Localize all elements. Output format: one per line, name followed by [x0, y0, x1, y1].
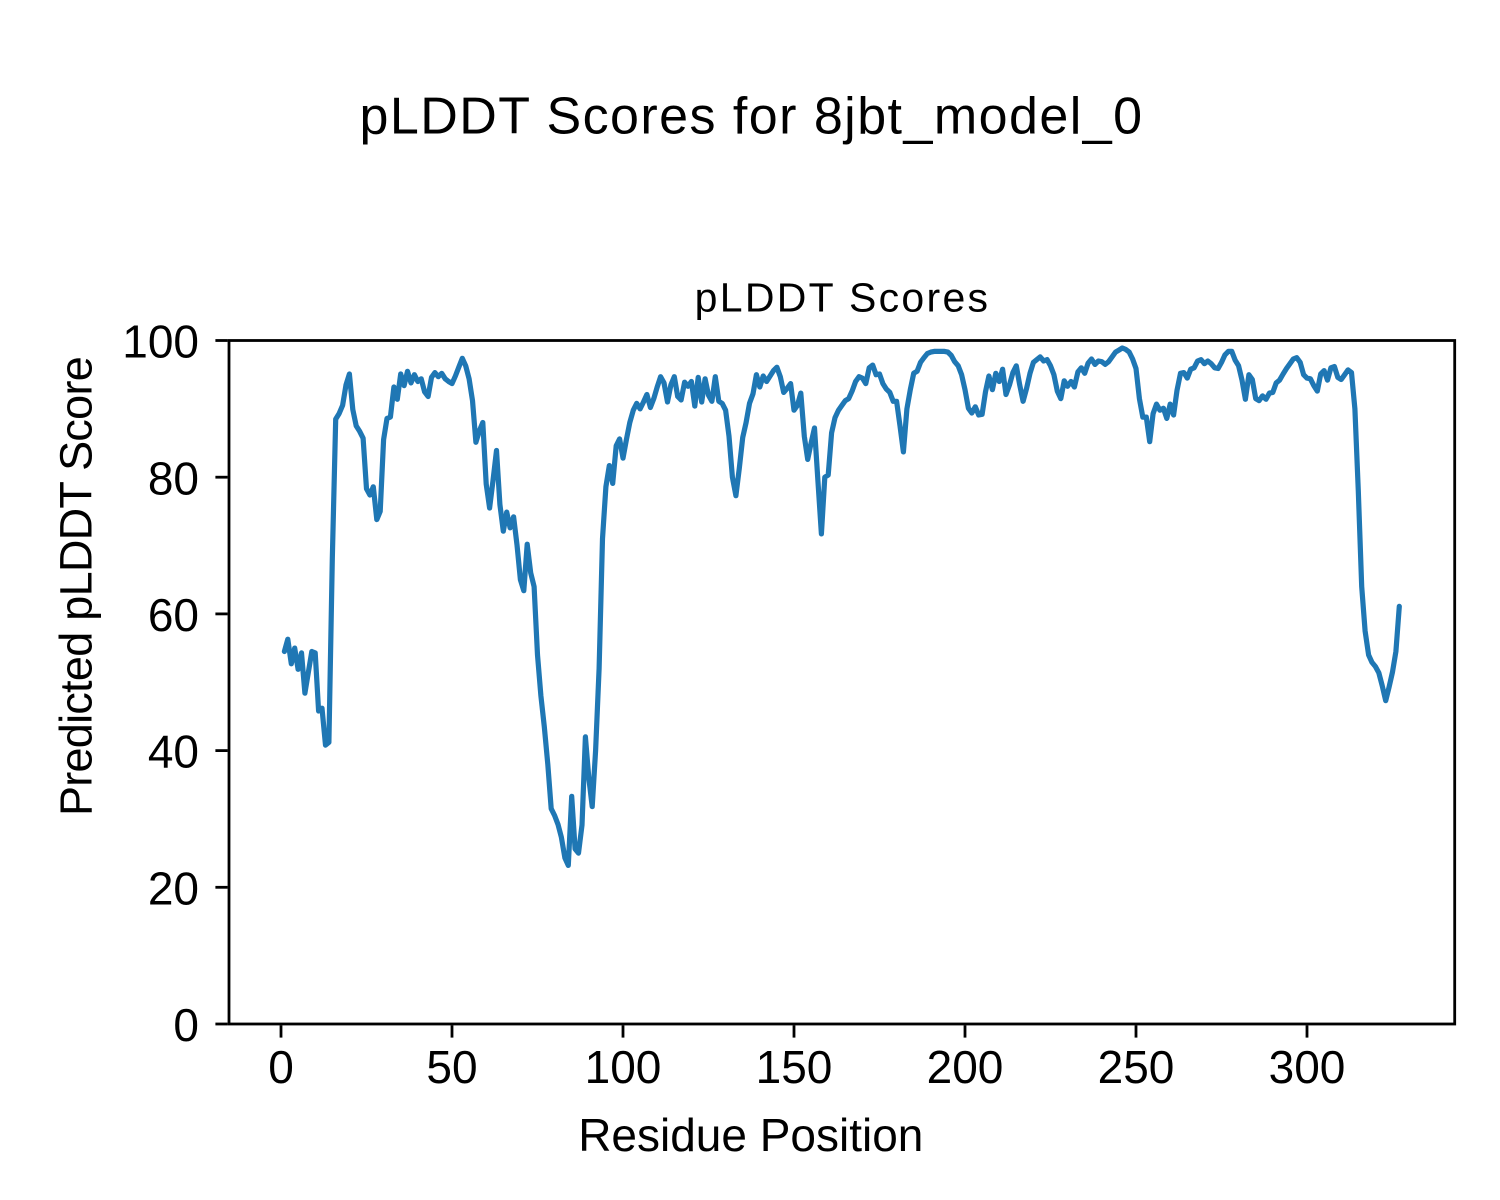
- svg-text:20: 20: [148, 862, 199, 914]
- svg-text:150: 150: [756, 1041, 833, 1093]
- svg-text:pLDDT Scores for 8jbt_model_0: pLDDT Scores for 8jbt_model_0: [360, 88, 1144, 146]
- svg-text:Predicted pLDDT Score: Predicted pLDDT Score: [51, 357, 102, 816]
- svg-text:pLDDT Scores: pLDDT Scores: [695, 275, 991, 321]
- svg-text:100: 100: [585, 1041, 662, 1093]
- svg-text:200: 200: [927, 1041, 1004, 1093]
- svg-text:250: 250: [1098, 1041, 1175, 1093]
- svg-text:0: 0: [268, 1041, 294, 1093]
- svg-text:60: 60: [148, 589, 199, 641]
- svg-text:40: 40: [148, 726, 199, 778]
- svg-text:80: 80: [148, 452, 199, 504]
- svg-text:Residue Position: Residue Position: [578, 1109, 923, 1161]
- svg-text:50: 50: [426, 1041, 477, 1093]
- svg-text:100: 100: [122, 316, 199, 368]
- svg-text:300: 300: [1269, 1041, 1346, 1093]
- svg-text:0: 0: [173, 999, 199, 1051]
